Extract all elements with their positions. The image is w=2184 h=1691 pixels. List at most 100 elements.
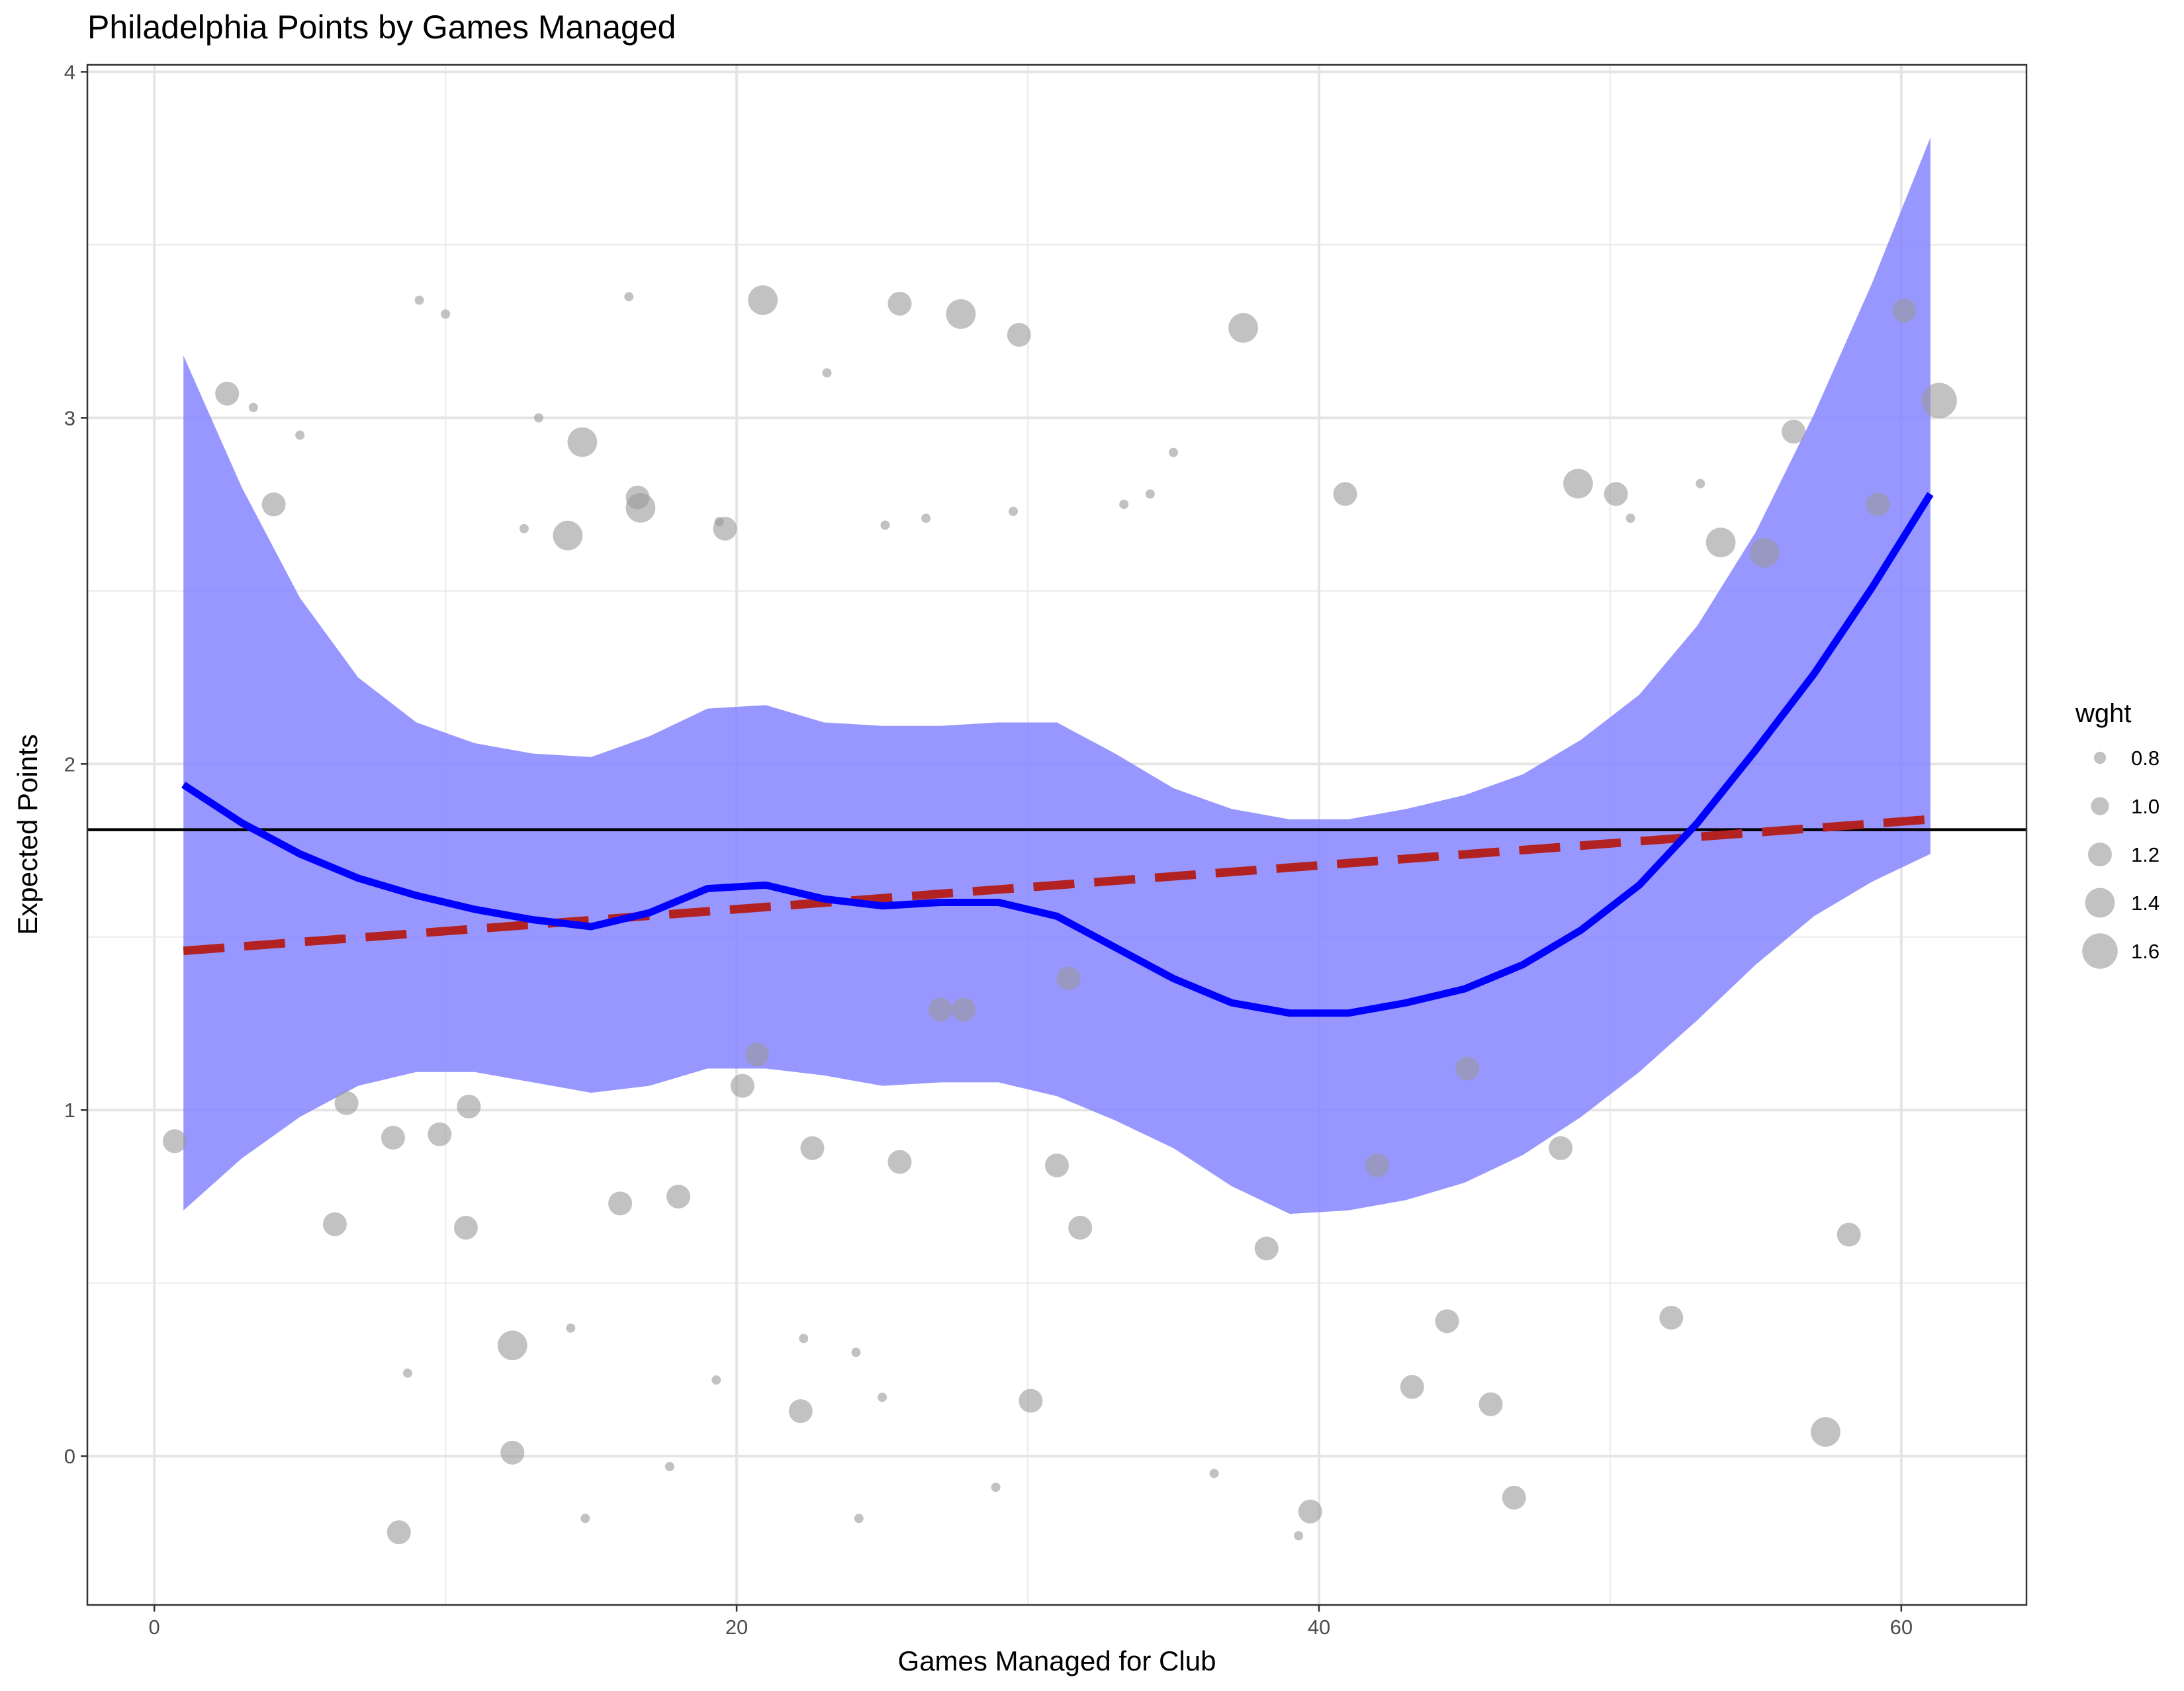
scatter-point	[1298, 1499, 1322, 1524]
scatter-point	[441, 309, 451, 319]
scatter-point	[887, 291, 912, 316]
legend-key	[2085, 888, 2115, 918]
scatter-point	[711, 1375, 721, 1385]
scatter-point	[1400, 1375, 1424, 1399]
scatter-point	[878, 1393, 887, 1402]
x-axis-title: Games Managed for Club	[898, 1645, 1216, 1676]
scatter-point	[1625, 514, 1635, 524]
scatter-point	[880, 520, 890, 530]
scatter-point	[519, 524, 529, 533]
scatter-point	[162, 1129, 187, 1154]
scatter-point	[1145, 489, 1155, 499]
scatter-point	[800, 1136, 825, 1160]
confidence-band	[183, 137, 1931, 1214]
scatter-point	[1563, 469, 1593, 499]
scatter-point	[788, 1399, 813, 1424]
legend-key	[2082, 933, 2118, 969]
scatter-point	[1604, 482, 1628, 506]
scatter-point	[215, 381, 240, 406]
scatter-point	[500, 1440, 525, 1465]
scatter-point	[1119, 500, 1129, 510]
scatter-point	[566, 1323, 576, 1333]
scatter-point	[1659, 1305, 1684, 1330]
scatter-point	[402, 1368, 412, 1378]
scatter-point	[457, 1094, 481, 1119]
scatter-point	[624, 292, 634, 302]
scatter-point	[1782, 420, 1806, 444]
scatter-point	[851, 1348, 861, 1357]
legend-title: wght	[2075, 699, 2132, 728]
x-tick-label: 60	[1890, 1616, 1913, 1639]
scatter-point	[567, 427, 598, 457]
trend-line	[183, 815, 1931, 956]
axis-ticks: 0 20 40 60 0 1 2 3 4	[64, 60, 1913, 1639]
scatter-point	[799, 1334, 809, 1344]
scatter-point	[1007, 322, 1031, 347]
confidence-band-group	[183, 137, 1931, 1214]
scatter-point	[1706, 527, 1736, 558]
scatter-point	[1365, 1153, 1389, 1177]
scatter-point	[608, 1191, 633, 1216]
scatter-point	[822, 368, 832, 378]
scatter-point	[334, 1091, 359, 1115]
scatter-point	[1749, 537, 1780, 568]
legend-label: 1.4	[2131, 891, 2160, 915]
scatter-point	[322, 1212, 347, 1236]
legend-key	[2091, 797, 2109, 815]
scatter-point	[1866, 492, 1890, 517]
scatter-point	[1056, 966, 1081, 991]
scatter-point	[952, 997, 976, 1022]
scatter-point	[261, 492, 286, 517]
legend: wght 0.8 1.0 1.2 1.4 1.6	[2075, 699, 2160, 969]
legend-key	[2093, 751, 2107, 764]
scatter-point	[428, 1122, 452, 1146]
scatter-point	[580, 1514, 590, 1524]
scatter-point	[1921, 383, 1957, 419]
scatter-point	[497, 1330, 527, 1361]
scatter-point	[1228, 313, 1258, 343]
scatter-point	[1254, 1236, 1279, 1261]
scatter-point	[387, 1520, 411, 1545]
legend-key	[2088, 843, 2112, 866]
scatter-point	[414, 295, 424, 305]
smooth-line	[181, 492, 1934, 1017]
scatter-point	[1549, 1136, 1573, 1160]
scatter-point	[745, 1042, 769, 1067]
scatter-point	[1045, 1153, 1069, 1177]
legend-label: 1.0	[2131, 795, 2160, 818]
scatter-point	[553, 520, 583, 551]
chart-title: Philadelphia Points by Games Managed	[87, 9, 676, 46]
legend-label: 1.2	[2131, 843, 2160, 866]
panel-border	[86, 64, 2028, 1606]
scatter-point	[533, 413, 543, 423]
scatter-point	[1209, 1469, 1219, 1479]
scatter-point	[1696, 479, 1706, 488]
scatter-point	[748, 285, 778, 315]
scatter-point	[1294, 1531, 1304, 1541]
scatter-point	[1455, 1056, 1480, 1081]
scatter-point	[1479, 1392, 1503, 1416]
y-tick-label: 2	[64, 753, 75, 776]
lines-group	[87, 492, 2026, 1017]
y-tick-label: 0	[64, 1445, 75, 1468]
scatter-point	[1435, 1309, 1459, 1334]
scatter-point	[1168, 447, 1178, 457]
scatter-point	[1333, 482, 1357, 506]
x-tick-label: 20	[725, 1616, 748, 1639]
scatter-point	[664, 1461, 674, 1471]
scatter-point	[730, 1074, 754, 1098]
x-tick-label: 0	[149, 1616, 160, 1639]
scatter-point	[1502, 1485, 1526, 1510]
x-tick-label: 40	[1308, 1616, 1330, 1639]
scatter-point	[854, 1514, 864, 1524]
scatter-point	[1019, 1389, 1043, 1413]
y-tick-label: 1	[64, 1099, 75, 1122]
y-axis-title: Expected Points	[12, 734, 43, 935]
legend-label: 1.6	[2131, 940, 2160, 963]
scatter-point	[381, 1126, 405, 1150]
y-tick-label: 4	[64, 60, 75, 83]
scatter-point	[248, 402, 258, 412]
scatter-point	[946, 299, 976, 329]
scatter-points	[162, 285, 1957, 1545]
